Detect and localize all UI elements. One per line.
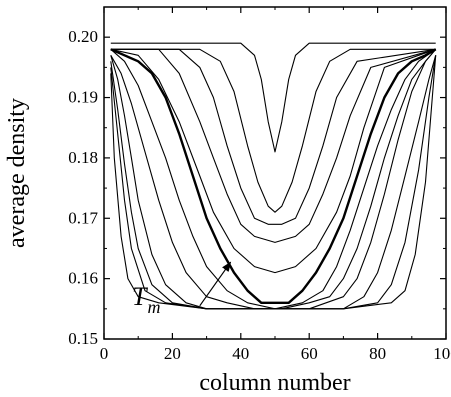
y-tick-label: 0.17 — [68, 208, 98, 227]
annotation-label: Tm — [132, 282, 160, 317]
plot-frame — [103, 6, 447, 340]
x-tick-label: 100 — [433, 344, 451, 363]
annotation-arrow — [199, 261, 232, 307]
series-lines — [110, 42, 437, 310]
axis-ticks — [103, 7, 447, 340]
series-line-4 — [110, 48, 436, 243]
x-axis-title: column number — [199, 370, 350, 396]
x-tick-label: 80 — [369, 344, 386, 363]
x-tick-label: 40 — [232, 344, 249, 363]
x-tick-label: 0 — [100, 344, 109, 363]
series-line-12 — [110, 55, 437, 310]
y-tick-label: 0.20 — [68, 27, 98, 46]
x-tick-label: 60 — [301, 344, 318, 363]
y-tick-label: 0.15 — [68, 329, 98, 348]
annotation-subscript: m — [147, 297, 160, 317]
y-tick-label: 0.19 — [68, 88, 98, 107]
series-line-2 — [110, 48, 436, 213]
series-line-5 — [110, 48, 436, 274]
tick-labels: 0 20 40 60 80 100 0.15 0.16 0.17 0.18 0.19 0.20 — [68, 27, 451, 363]
series-line-1 — [110, 42, 436, 153]
annotation-main: T — [132, 282, 148, 311]
y-tick-label: 0.16 — [68, 269, 98, 288]
tm-annotation: Tm — [132, 261, 232, 317]
y-axis-title: average density — [4, 98, 30, 248]
y-tick-label: 0.18 — [68, 148, 98, 167]
series-line-3 — [110, 48, 436, 225]
x-tick-label: 20 — [164, 344, 181, 363]
series-line-6 — [110, 48, 437, 304]
